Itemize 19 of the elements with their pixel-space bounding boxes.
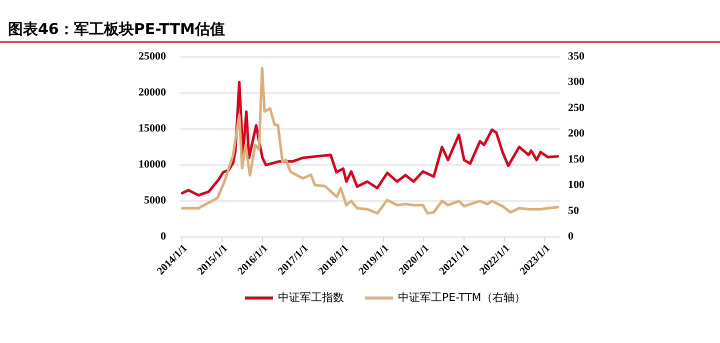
y-tick-label: 25000 (138, 50, 166, 63)
y2-tick-label: 0 (568, 230, 574, 243)
y2-tick-label: 150 (568, 153, 585, 166)
y2-tick-label: 200 (568, 128, 585, 140)
legend-label: 中证军工PE-TTM（右轴） (398, 291, 526, 304)
y2-tick-label: 100 (568, 179, 585, 192)
chart-title: 图表46：军工板块PE-TTM估值 (8, 20, 225, 38)
legend-label: 中证军工指数 (278, 291, 344, 304)
line-series (181, 80, 560, 197)
y-tick-label: 0 (160, 230, 166, 243)
y-tick-label: 10000 (138, 158, 166, 171)
y-tick-label: 15000 (138, 122, 166, 135)
line-series (181, 67, 560, 215)
y2-tick-label: 300 (568, 76, 585, 88)
y2-tick-label: 50 (568, 204, 580, 217)
y2-tick-label: 250 (568, 102, 585, 114)
y-tick-label: 20000 (138, 86, 166, 99)
y2-tick-label: 350 (568, 50, 585, 63)
y-tick-label: 5000 (144, 194, 166, 207)
